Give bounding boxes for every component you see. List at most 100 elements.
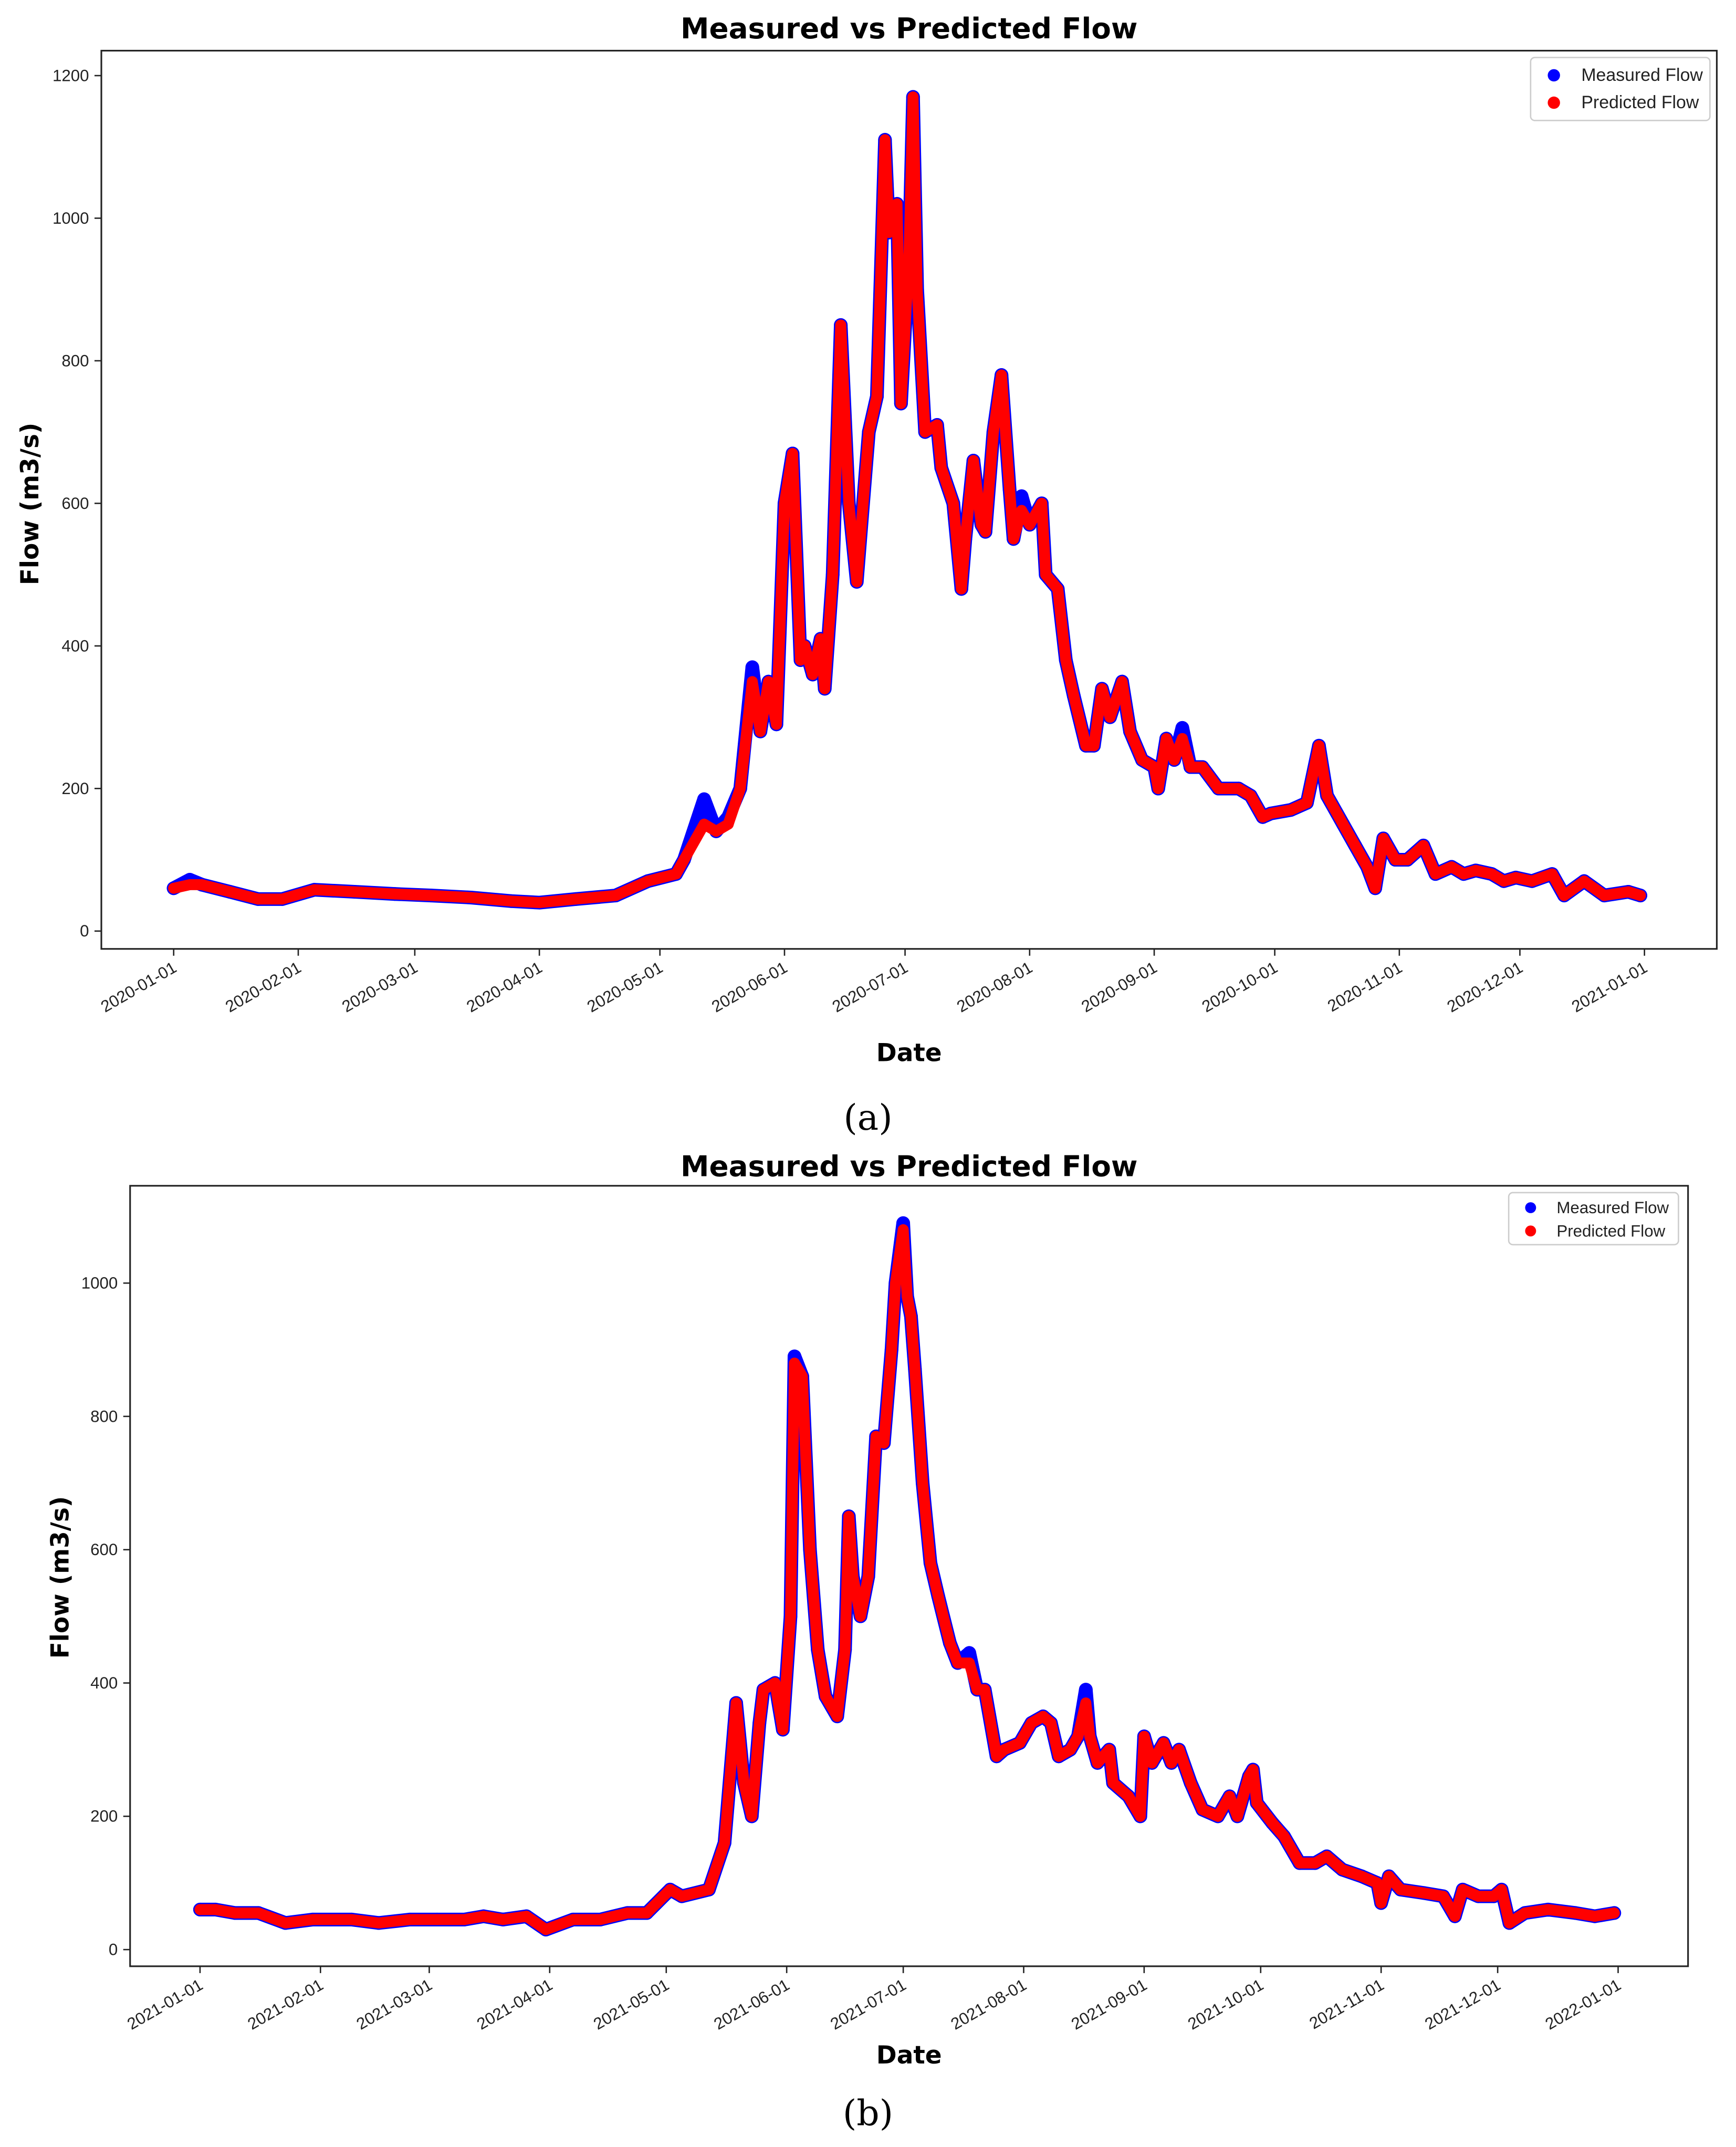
predicted-flow-point [1457, 1884, 1468, 1895]
predicted-flow-point [735, 783, 746, 794]
measured-flow-point [1015, 489, 1029, 503]
predicted-flow-point [1578, 876, 1590, 887]
predicted-flow-point [956, 583, 967, 595]
predicted-flow-point [878, 1437, 890, 1449]
predicted-flow-point [710, 826, 722, 837]
y-tick-label: 1200 [53, 66, 89, 85]
predicted-flow-point [253, 893, 264, 905]
predicted-flow-point [903, 248, 915, 259]
predicted-flow-point [1294, 1857, 1305, 1869]
predicted-flow-point [1402, 854, 1413, 866]
predicted-flow-point [959, 533, 971, 545]
predicted-flow-point [1504, 1917, 1515, 1929]
predicted-flow-point [968, 455, 979, 466]
predicted-flow-point [730, 1697, 742, 1708]
predicted-flow-point [698, 818, 710, 830]
predicted-flow-point [895, 398, 907, 409]
predicted-flow-point [779, 497, 790, 509]
y-tick-label: 400 [61, 637, 89, 655]
predicted-flow-point [988, 426, 999, 437]
y-tick-label: 800 [90, 1407, 118, 1425]
predicted-flow-point [1267, 1817, 1278, 1829]
predicted-flow-point [1245, 790, 1257, 801]
predicted-flow-point [1197, 1804, 1208, 1816]
predicted-flow-point [642, 876, 654, 887]
predicted-flow-point [309, 884, 320, 895]
predicted-flow-point [594, 1914, 606, 1925]
predicted-flow-point [1350, 840, 1361, 851]
predicted-flow-point [622, 1908, 633, 1919]
predicted-flow-point [1116, 676, 1128, 687]
predicted-flow-point [907, 91, 919, 103]
predicted-flow-point [883, 227, 895, 238]
predicted-flow-point [404, 1914, 415, 1925]
predicted-flow-point [771, 718, 782, 730]
predicted-flow-point [1449, 1911, 1461, 1922]
predicted-flow-point [389, 888, 401, 900]
predicted-flow-point [789, 1357, 800, 1369]
predicted-flow-point [1496, 1884, 1508, 1895]
predicted-flow-point [194, 1904, 206, 1915]
predicted-flow-point [506, 895, 517, 907]
predicted-flow-point [1123, 1790, 1134, 1802]
predicted-flow-point [1446, 861, 1457, 873]
predicted-flow-point [1168, 754, 1180, 766]
predicted-flow-point [465, 892, 477, 903]
y-tick-label: 1000 [81, 1274, 118, 1292]
predicted-flow-point [1177, 733, 1188, 744]
y-tick-label: 400 [90, 1674, 118, 1692]
predicted-flow-point [1589, 1911, 1601, 1922]
predicted-flow-point [870, 1431, 882, 1442]
predicted-flow-point [902, 1291, 913, 1302]
predicted-flow-point [863, 1570, 874, 1582]
predicted-flow-point [703, 1884, 715, 1895]
predicted-flow-point [777, 1724, 789, 1735]
predicted-flow-point [1084, 1731, 1095, 1742]
predicted-flow-point [534, 897, 545, 909]
predicted-flow-point [851, 576, 863, 588]
predicted-flow-point [971, 1684, 983, 1695]
y-tick-label: 800 [61, 351, 89, 370]
predicted-flow-point [746, 1810, 758, 1822]
measured-flow-point [1175, 721, 1189, 735]
predicted-flow-point [1251, 1797, 1262, 1809]
predicted-flow-point [1068, 690, 1080, 702]
measured-flow-point [697, 792, 711, 806]
predicted-flow-point [229, 1908, 240, 1919]
predicted-flow-point [1510, 872, 1522, 883]
predicted-flow-point [1526, 876, 1538, 887]
predicted-flow-point [1377, 832, 1389, 844]
predicted-flow-point [1488, 1891, 1500, 1902]
predicted-flow-point [1395, 1884, 1406, 1895]
plot-marks [166, 90, 1647, 910]
predicted-flow-point [497, 1914, 509, 1925]
predicted-flow-point [1321, 1851, 1333, 1862]
y-tick-label: 1000 [53, 209, 89, 227]
plot-frame [100, 49, 1718, 950]
predicted-flow-point [831, 1711, 843, 1722]
predicted-flow-point [1430, 868, 1441, 880]
predicted-flow-point [1372, 1877, 1383, 1889]
predicted-flow-point [797, 1371, 808, 1382]
predicted-flow-point [570, 893, 581, 905]
predicted-flow-point [1212, 1810, 1223, 1822]
predicted-flow-point [671, 868, 682, 880]
legend: Measured Flow Predicted Flow [1508, 1192, 1679, 1246]
predicted-flow-point [843, 497, 854, 509]
predicted-flow-point [1362, 861, 1373, 873]
legend-box [1530, 57, 1711, 121]
predicted-flow-point [1040, 569, 1051, 580]
predicted-flow-point [1104, 712, 1116, 723]
measured-flow-point [1079, 1683, 1093, 1697]
legend-box [1508, 1192, 1679, 1246]
predicted-flow-point [1088, 740, 1100, 752]
predicted-flow-point [738, 1777, 750, 1789]
predicted-flow-point [1158, 1737, 1169, 1749]
predicted-flow-point [827, 569, 839, 580]
predicted-flow-point [1213, 783, 1224, 794]
predicted-flow-point [1559, 890, 1570, 901]
legend: Measured Flow Predicted Flow [1530, 57, 1711, 121]
predicted-flow-point [349, 886, 360, 898]
predicted-flow-point [1313, 740, 1325, 752]
